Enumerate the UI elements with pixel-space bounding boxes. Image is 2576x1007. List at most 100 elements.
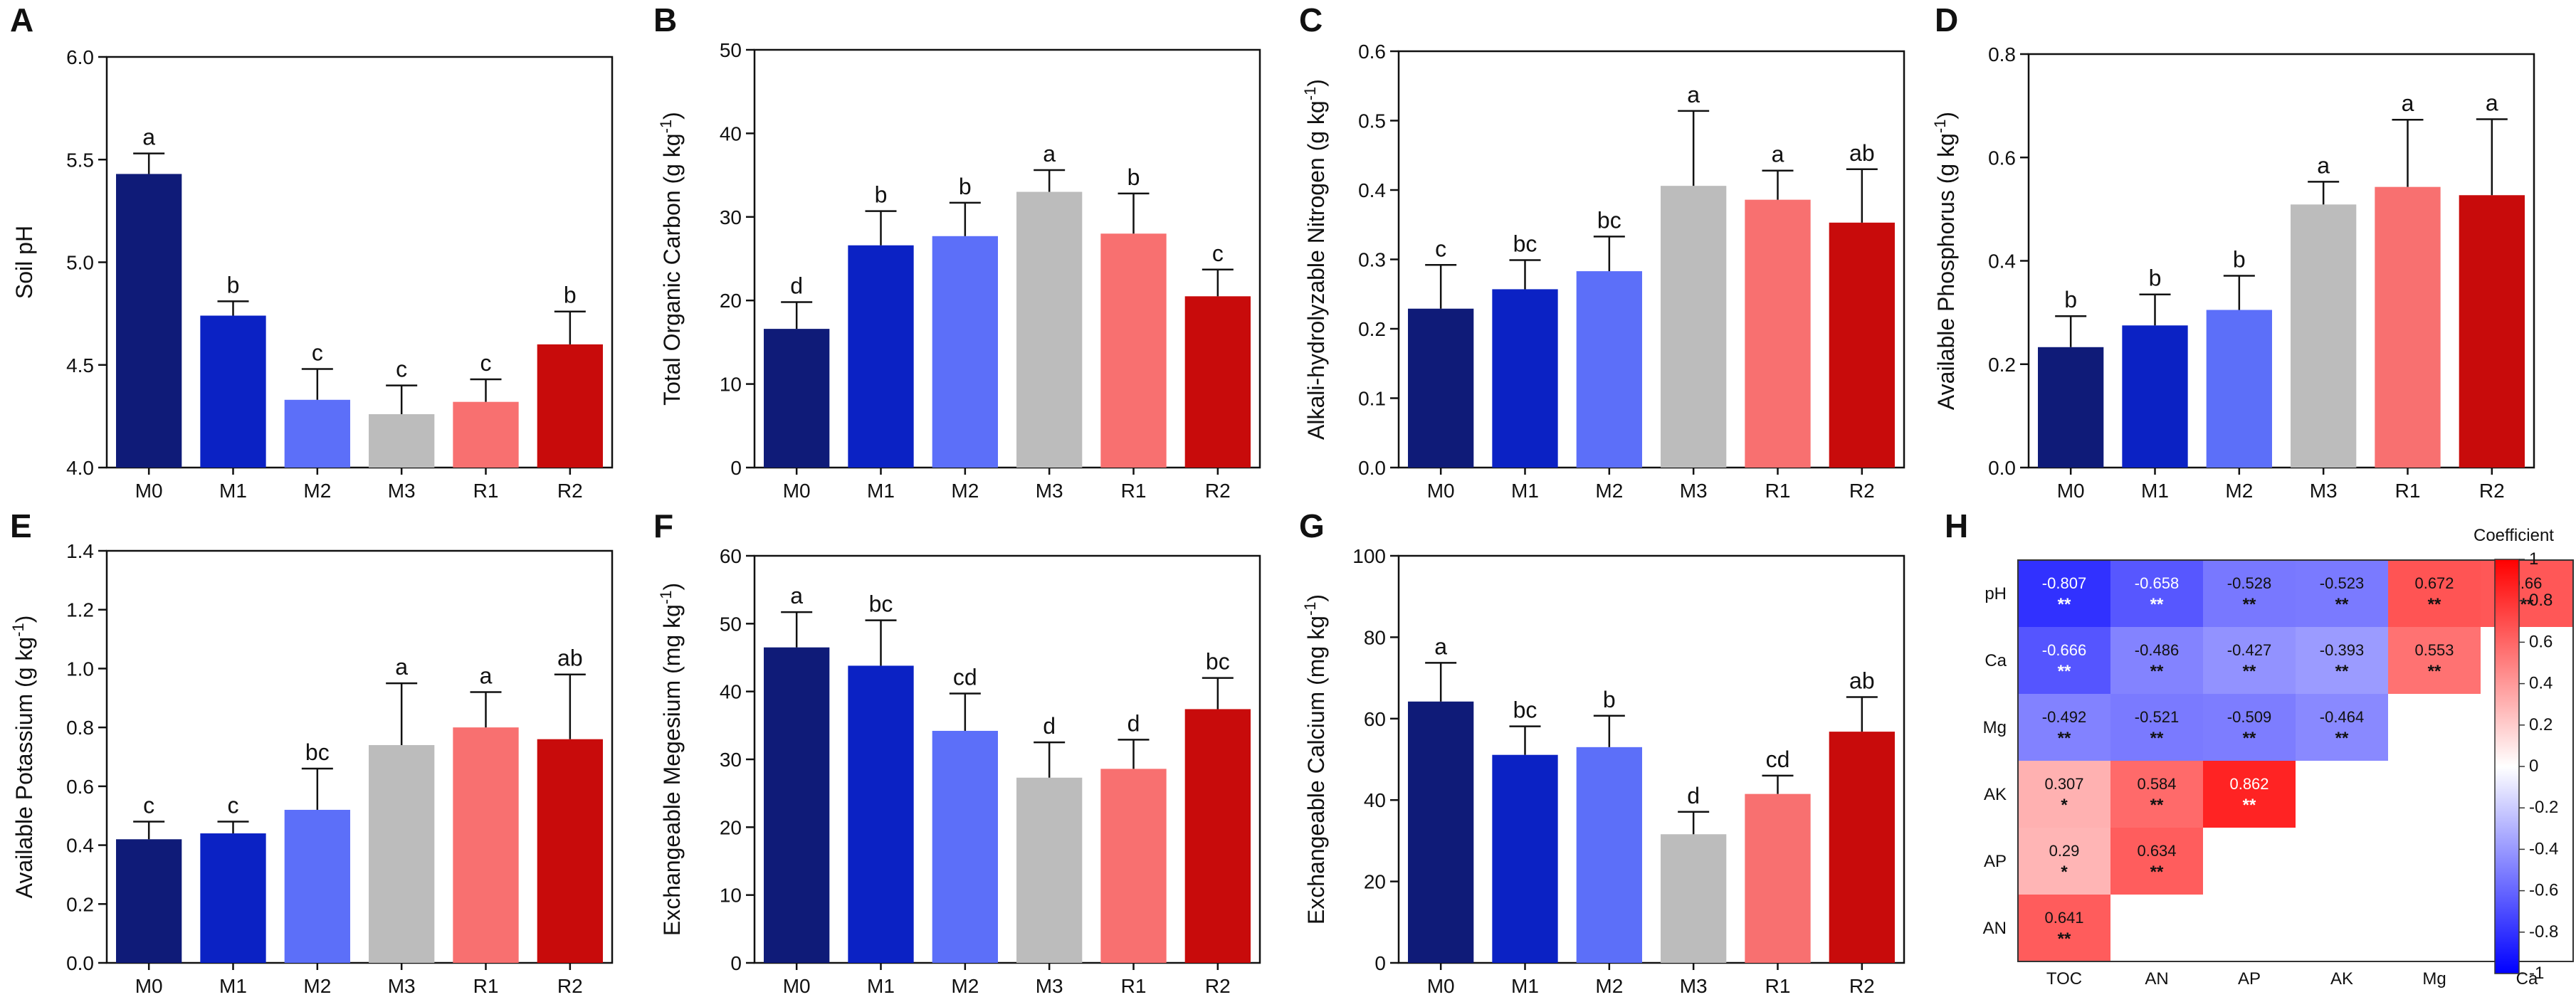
- significance-letter: bc: [1206, 649, 1230, 675]
- significance-letter: a: [2402, 90, 2414, 116]
- legend-title: Coefficient: [2474, 526, 2554, 545]
- heatmap-cell-value: 0.553: [2414, 641, 2454, 659]
- x-tick-label: M0: [1427, 480, 1455, 502]
- y-tick-label: 100: [1352, 545, 1386, 567]
- heatmap-cell-significance: **: [2150, 863, 2164, 882]
- x-tick-label: M1: [1511, 975, 1539, 997]
- heatmap-cell-value: -0.528: [2227, 574, 2271, 592]
- x-tick-label: M0: [783, 480, 811, 502]
- significance-letter: cd: [953, 665, 977, 690]
- heatmap-cell: [2110, 560, 2203, 627]
- x-tick-label: R2: [557, 975, 583, 997]
- heatmap-col-label: Ca: [2516, 969, 2538, 988]
- y-tick-label: 80: [1364, 626, 1386, 648]
- y-axis-label-close: ): [1303, 594, 1329, 602]
- y-tick-label: 20: [1364, 871, 1386, 893]
- x-tick-label: M1: [219, 480, 247, 502]
- y-tick-label: 0.6: [1988, 147, 2016, 169]
- y-tick-label: 0.0: [1358, 457, 1386, 479]
- x-tick-label: R1: [1121, 975, 1147, 997]
- y-axis-label-superscript: -1: [1301, 87, 1319, 101]
- y-tick-label: 30: [720, 749, 742, 771]
- y-tick-label: 0.1: [1358, 388, 1386, 410]
- significance-letter: c: [1212, 241, 1224, 266]
- panel-letter: H: [1945, 507, 1968, 544]
- bar-m3: [369, 744, 435, 963]
- significance-letter: b: [2149, 265, 2162, 291]
- bar-m1: [1492, 754, 1558, 963]
- heatmap-cell: [2018, 694, 2110, 761]
- heatmap-cell-significance: **: [2058, 729, 2071, 748]
- significance-letter: b: [959, 174, 972, 199]
- scale-tick-label: 0: [2529, 756, 2538, 776]
- x-tick-label: M2: [1595, 975, 1623, 997]
- y-tick-label: 40: [720, 681, 742, 703]
- bar-m0: [116, 174, 182, 468]
- heatmap-cell-significance: **: [2335, 595, 2349, 614]
- significance-letter: a: [790, 583, 803, 608]
- bar-r2: [1829, 222, 1895, 468]
- significance-letter: bc: [869, 591, 893, 617]
- y-axis-label-text: Exchangeable Megesium (mg kg: [659, 604, 685, 936]
- significance-letter: a: [142, 125, 155, 150]
- bar-r1: [1745, 794, 1811, 963]
- x-tick-label: M3: [1680, 975, 1708, 997]
- y-axis-label-superscript: -1: [657, 591, 675, 605]
- panel-f: F 0 10 20 30 40 50 60 Exchangeable Megesium (mg …: [653, 507, 1261, 997]
- bar-m1: [848, 245, 914, 468]
- heatmap-cell-value: -0.486: [2135, 641, 2179, 659]
- heatmap-cell-significance: **: [2150, 662, 2164, 681]
- significance-letter: ab: [1849, 668, 1875, 693]
- bar-m3: [1661, 186, 1727, 468]
- bar-m1: [200, 315, 266, 468]
- panel-d: D 0.0 0.2 0.4 0.6 0.8 Available Phosphorus (g …: [1931, 1, 2535, 502]
- bar-m2: [2206, 310, 2272, 468]
- panel-a: A 4.0 4.5 5.0 5.5 6.0 Soil pH a M0 b M1 c M2 c M3 c R1 b R…: [10, 1, 614, 502]
- bar-m0: [116, 839, 182, 963]
- significance-letter: bc: [1597, 207, 1621, 233]
- heatmap-cell-value: 0.584: [2137, 775, 2176, 793]
- y-tick-label: 0: [1374, 952, 1386, 974]
- heatmap-cell-significance: **: [2243, 662, 2256, 681]
- panel-e: E 0.0 0.2 0.4 0.6 0.8 1.0 1.2 1.4 Available Potas…: [9, 507, 614, 997]
- x-tick-label: R1: [1765, 975, 1791, 997]
- significance-letter: d: [1043, 713, 1056, 739]
- y-axis-label: Alkali-hydrolyzable Nitrogen (g kg-1): [1301, 79, 1330, 440]
- bar-m3: [369, 413, 435, 468]
- significance-letter: a: [2317, 152, 2330, 178]
- heatmap-col-label: TOC: [2046, 969, 2082, 988]
- y-axis-label-superscript: -1: [9, 623, 27, 637]
- heatmap-cell: [2110, 828, 2203, 895]
- bar-m0: [764, 329, 830, 468]
- y-tick-label: 60: [720, 545, 742, 567]
- bar-r2: [537, 344, 603, 468]
- significance-letter: bc: [1513, 231, 1537, 256]
- x-tick-label: M3: [388, 975, 416, 997]
- panel-g: G 0 20 40 60 80 100 Exchangeable Calcium (mg kg…: [1299, 507, 1905, 997]
- bar-m3: [1016, 777, 1083, 963]
- x-tick-label: M1: [867, 975, 895, 997]
- heatmap-cell-significance: **: [2150, 796, 2164, 815]
- x-tick-label: M3: [1036, 480, 1063, 502]
- bar-m3: [1016, 191, 1083, 468]
- heatmap-cell: [2018, 560, 2110, 627]
- significance-letter: c: [312, 340, 323, 366]
- bar-m1: [2122, 325, 2188, 468]
- bar-r1: [2375, 186, 2441, 468]
- y-tick-label: 0.2: [66, 893, 94, 915]
- heatmap-cell-significance: **: [2243, 595, 2256, 614]
- heatmap-cell: [2203, 560, 2296, 627]
- panel-b: B 0 10 20 30 40 50 Total Organic Carbon (g kg-1…: [653, 1, 1261, 502]
- heatmap-row-label: AK: [1984, 785, 2007, 804]
- scale-tick-label: -0.2: [2529, 798, 2558, 817]
- x-tick-label: R1: [2395, 480, 2421, 502]
- heatmap-cell-value: 0.641: [2044, 909, 2083, 927]
- heatmap-cell-significance: **: [2058, 929, 2071, 949]
- heatmap-cell-value: 0.29: [2049, 842, 2080, 860]
- y-tick-label: 0.4: [1988, 251, 2016, 273]
- significance-letter: c: [228, 792, 239, 818]
- scale-tick-label: 1: [2529, 549, 2538, 569]
- scale-tick-label: 0.6: [2529, 632, 2553, 651]
- y-axis-label-text: Total Organic Carbon (g kg: [659, 133, 685, 405]
- panel-letter: D: [1935, 1, 1958, 38]
